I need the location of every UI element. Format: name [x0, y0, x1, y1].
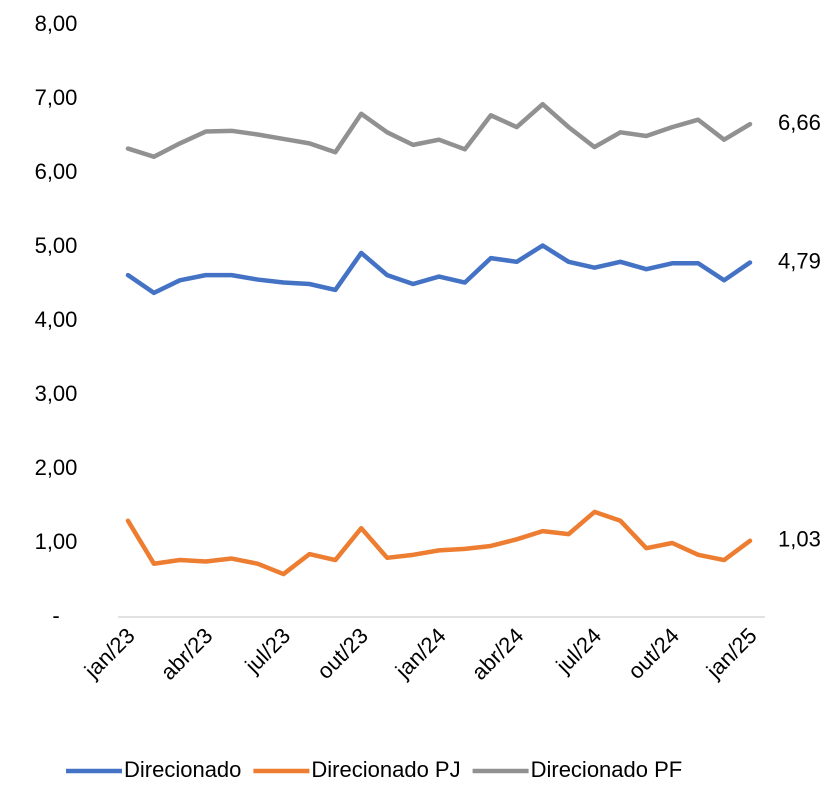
y-tick-label: 1,00 — [35, 529, 78, 554]
x-tick-label: jul/24 — [551, 623, 607, 679]
x-tick-label: jan/25 — [701, 623, 762, 684]
y-tick-label: - — [52, 603, 59, 628]
x-tick-label: out/23 — [312, 623, 373, 684]
y-tick-label: 2,00 — [35, 455, 78, 480]
y-tick-label: 5,00 — [35, 233, 78, 258]
y-tick-label: 7,00 — [35, 85, 78, 110]
series-line — [125, 509, 753, 577]
y-tick-label: 8,00 — [35, 11, 78, 36]
x-tick-label: abr/24 — [467, 623, 529, 685]
y-tick-label: 3,00 — [35, 381, 78, 406]
x-tick-label: abr/23 — [156, 623, 218, 685]
x-tick-label: jan/24 — [390, 623, 451, 684]
y-tick-label: 6,00 — [35, 159, 78, 184]
x-tick-label: jul/23 — [240, 623, 296, 679]
series-line — [125, 243, 753, 296]
data-label: 1,03 — [778, 527, 821, 552]
x-tick-label: jan/23 — [79, 623, 140, 684]
legend-label: Direcionado PF — [531, 757, 683, 782]
x-tick-label: out/24 — [623, 623, 684, 684]
series-line — [125, 101, 753, 159]
data-label: 6,66 — [778, 110, 821, 135]
legend-label: Direcionado PJ — [311, 757, 460, 782]
data-label: 4,79 — [778, 248, 821, 273]
y-tick-label: 4,00 — [35, 307, 78, 332]
legend-label: Direcionado — [124, 757, 241, 782]
